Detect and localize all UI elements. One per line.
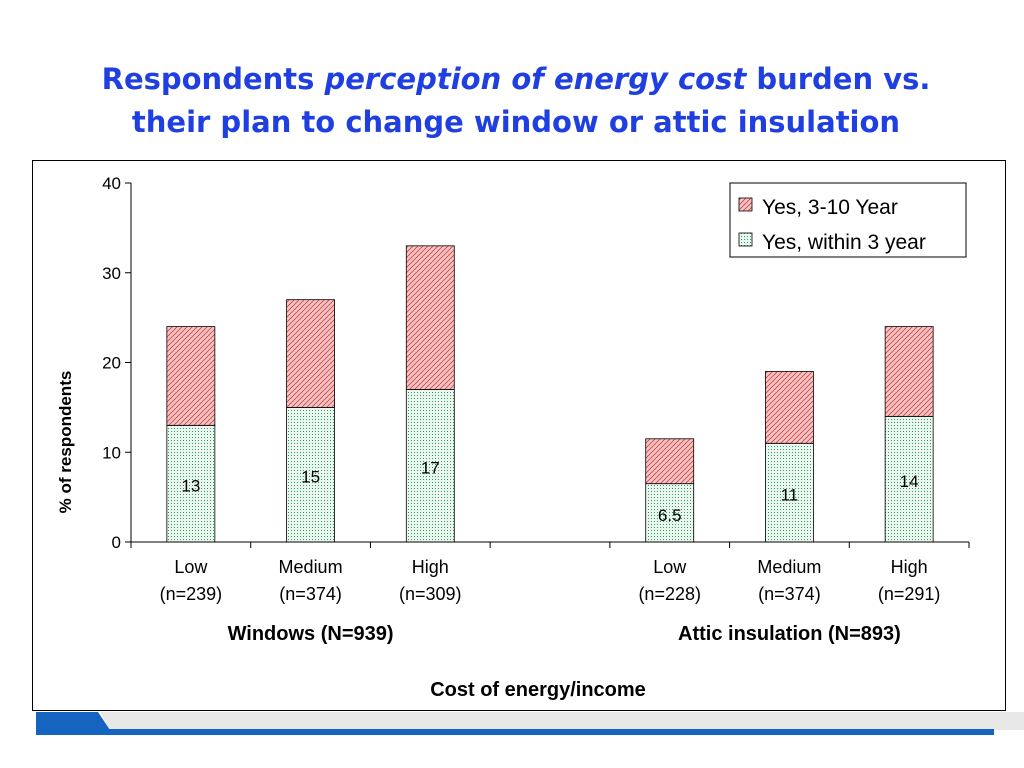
x-tick-sublabel: (n=291)	[878, 584, 941, 604]
data-label-within-3-year: 13	[181, 477, 200, 496]
title-part1: Respondents	[101, 62, 325, 96]
legend-swatch-short	[738, 232, 753, 247]
data-label-within-3-year: 6.5	[658, 506, 682, 525]
legend-label-short: Yes, within 3 year	[762, 231, 926, 254]
stacked-bar-chart: 0 10 20 30 40 13 Low (n=239) 15 Medium (n=374) 17 Hi…	[56, 174, 970, 701]
data-label-within-3-year: 15	[301, 468, 320, 487]
bar-3-10-year	[166, 326, 216, 426]
bar-3-10-year	[645, 438, 695, 485]
x-tick-sublabel: (n=239)	[160, 584, 223, 604]
x-tick-label: High	[412, 557, 449, 577]
footer-light-band	[100, 712, 1024, 730]
bar-within-3-year	[645, 483, 695, 543]
bar-within-3-year	[166, 424, 216, 543]
y-tick-label: 20	[102, 354, 121, 373]
x-tick-label: Low	[174, 557, 208, 577]
legend-label-long: Yes, 3-10 Year	[762, 196, 898, 219]
footer-blue-stripe	[36, 729, 994, 735]
legend-box	[729, 182, 967, 258]
x-tick-label: Medium	[757, 557, 821, 577]
title-emphasis: perception of energy cost	[324, 62, 747, 96]
x-tick-sublabel: (n=228)	[638, 584, 701, 604]
chart-frame: 0 10 20 30 40 13 Low (n=239) 15 Medium (n=374) 17 Hi…	[32, 160, 1006, 711]
data-label-within-3-year: 11	[781, 486, 799, 505]
legend: Yes, 3-10 Year Yes, within 3 year	[729, 182, 967, 258]
x-tick-label: Medium	[279, 557, 343, 577]
footer-decoration	[36, 712, 1024, 735]
y-axis-label: % of respondents	[56, 371, 75, 514]
slide-title: Respondents perception of energy cost bu…	[20, 58, 1012, 144]
x-tick-sublabel: (n=374)	[279, 584, 342, 604]
y-tick-label: 10	[102, 443, 121, 462]
y-tick-label: 40	[102, 174, 121, 193]
x-axis-label: Cost of energy/income	[430, 679, 646, 701]
data-label-within-3-year: 17	[421, 459, 440, 478]
x-tick-sublabel: (n=374)	[758, 584, 821, 604]
x-tick-sublabel: (n=309)	[399, 584, 462, 604]
bar-3-10-year	[405, 245, 455, 390]
bar-3-10-year	[286, 299, 335, 408]
title-line2: their plan to change window or attic ins…	[131, 105, 901, 139]
legend-swatch-long	[738, 197, 753, 212]
bar-3-10-year	[884, 326, 934, 417]
group-label-windows: Windows (N=939)	[228, 623, 394, 645]
bar-within-3-year	[286, 406, 335, 543]
x-tick-label: High	[891, 557, 928, 577]
y-tick-label: 0	[112, 533, 121, 552]
bar-within-3-year	[765, 442, 814, 543]
y-tick-label: 30	[102, 264, 121, 283]
title-part3: burden vs.	[746, 62, 931, 96]
bar-within-3-year	[884, 415, 934, 543]
data-label-within-3-year: 14	[900, 472, 919, 491]
group-label-attic: Attic insulation (N=893)	[678, 623, 901, 645]
bar-3-10-year	[765, 371, 814, 444]
footer-blue-tab	[36, 712, 110, 730]
x-tick-label: Low	[653, 557, 687, 577]
